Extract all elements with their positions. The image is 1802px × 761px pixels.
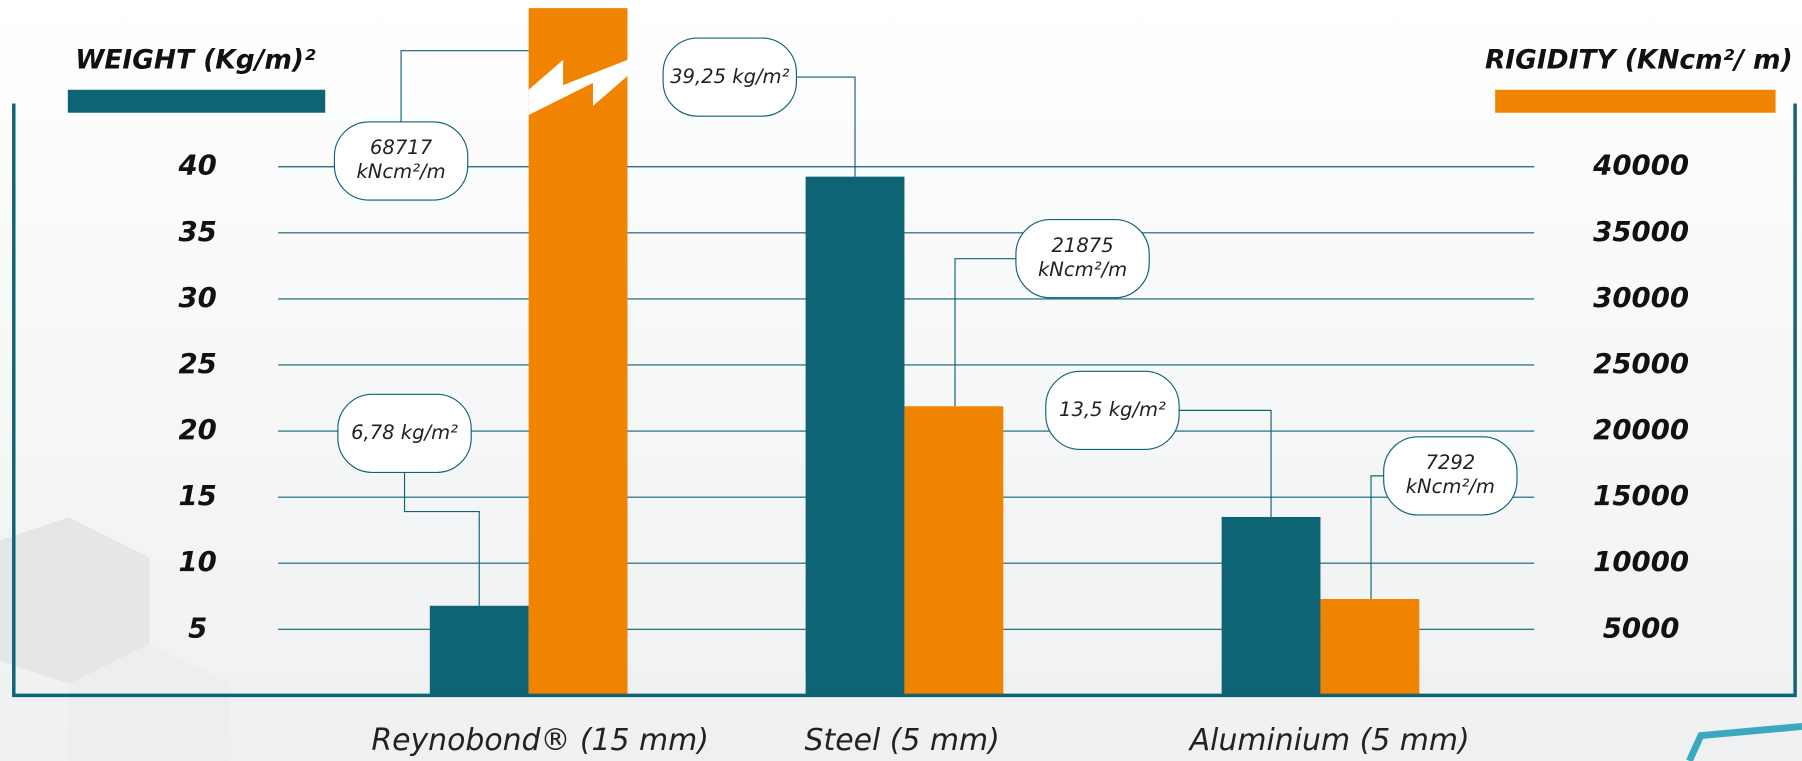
bar <box>1320 599 1420 696</box>
callout-box <box>337 393 472 474</box>
callout-line <box>954 258 1016 407</box>
y-tick-label: 5 <box>188 611 207 644</box>
y2-tick-label: 30000 <box>1593 281 1689 314</box>
axis-break <box>528 59 628 116</box>
y-tick-label: 40 <box>177 149 216 182</box>
value-label: 39,25 kg/m² <box>670 65 790 89</box>
legend-swatch <box>67 89 326 113</box>
callout: 21875 kNcm²/m <box>1037 234 1128 282</box>
callout: 68717 kNcm²/m <box>356 136 446 184</box>
callout-line <box>403 472 480 606</box>
callout: 7292 kNcm²/m <box>1405 451 1495 499</box>
value-label: 7292 kNcm²/m <box>1405 451 1495 499</box>
callout-box <box>1015 219 1150 299</box>
x-tick-label: Steel (5 mm) <box>805 723 1000 758</box>
frame <box>12 103 1797 698</box>
callout-box <box>1045 370 1180 451</box>
y2-tick-label: 5000 <box>1603 611 1680 644</box>
bar <box>805 176 905 696</box>
bar <box>1221 516 1321 696</box>
decor-hexagon <box>0 517 150 684</box>
value-label: 68717 kNcm²/m <box>356 136 446 184</box>
y2-tick-label: 10000 <box>1593 545 1689 578</box>
callout-box <box>662 37 797 117</box>
bar <box>528 8 628 696</box>
y-tick-label: 10 <box>178 545 216 578</box>
y-tick-label: 20 <box>178 413 216 446</box>
y2-tick-label: 20000 <box>1593 413 1689 446</box>
value-label: 21875 kNcm²/m <box>1037 234 1128 282</box>
y-tick-label: 15 <box>178 479 216 512</box>
callout-line <box>1179 409 1272 517</box>
callout-box <box>1383 436 1518 516</box>
callout-line <box>796 76 856 177</box>
legend-swatch <box>1495 89 1776 113</box>
y-axis-title: WEIGHT (Kg/m)² <box>75 45 316 76</box>
y-tick-label: 25 <box>178 347 216 380</box>
y-tick-label: 35 <box>178 215 216 248</box>
callout-line <box>400 50 529 122</box>
decor <box>1686 722 1802 761</box>
callout: 13,5 kg/m² <box>1059 398 1166 422</box>
x-tick-label: Aluminium (5 mm) <box>1188 723 1470 758</box>
callout: 6,78 kg/m² <box>351 421 458 445</box>
bar <box>429 605 529 696</box>
y2-tick-label: 15000 <box>1593 479 1689 512</box>
decor-hexagon <box>68 643 230 761</box>
callout-box <box>333 121 469 201</box>
value-label: 13,5 kg/m² <box>1059 398 1166 422</box>
value-label: 6,78 kg/m² <box>351 421 458 445</box>
callout: 39,25 kg/m² <box>670 65 790 89</box>
y2-tick-label: 35000 <box>1593 215 1689 248</box>
callout-line <box>1370 475 1384 600</box>
x-tick-label: Reynobond® (15 mm) <box>371 723 709 758</box>
y2-tick-label: 40000 <box>1592 149 1689 182</box>
y2-tick-label: 25000 <box>1593 347 1689 380</box>
bar <box>904 406 1004 696</box>
y-tick-label: 30 <box>178 281 216 314</box>
y2-axis-title: RIGIDITY (KNcm²/ m) <box>1485 45 1793 76</box>
